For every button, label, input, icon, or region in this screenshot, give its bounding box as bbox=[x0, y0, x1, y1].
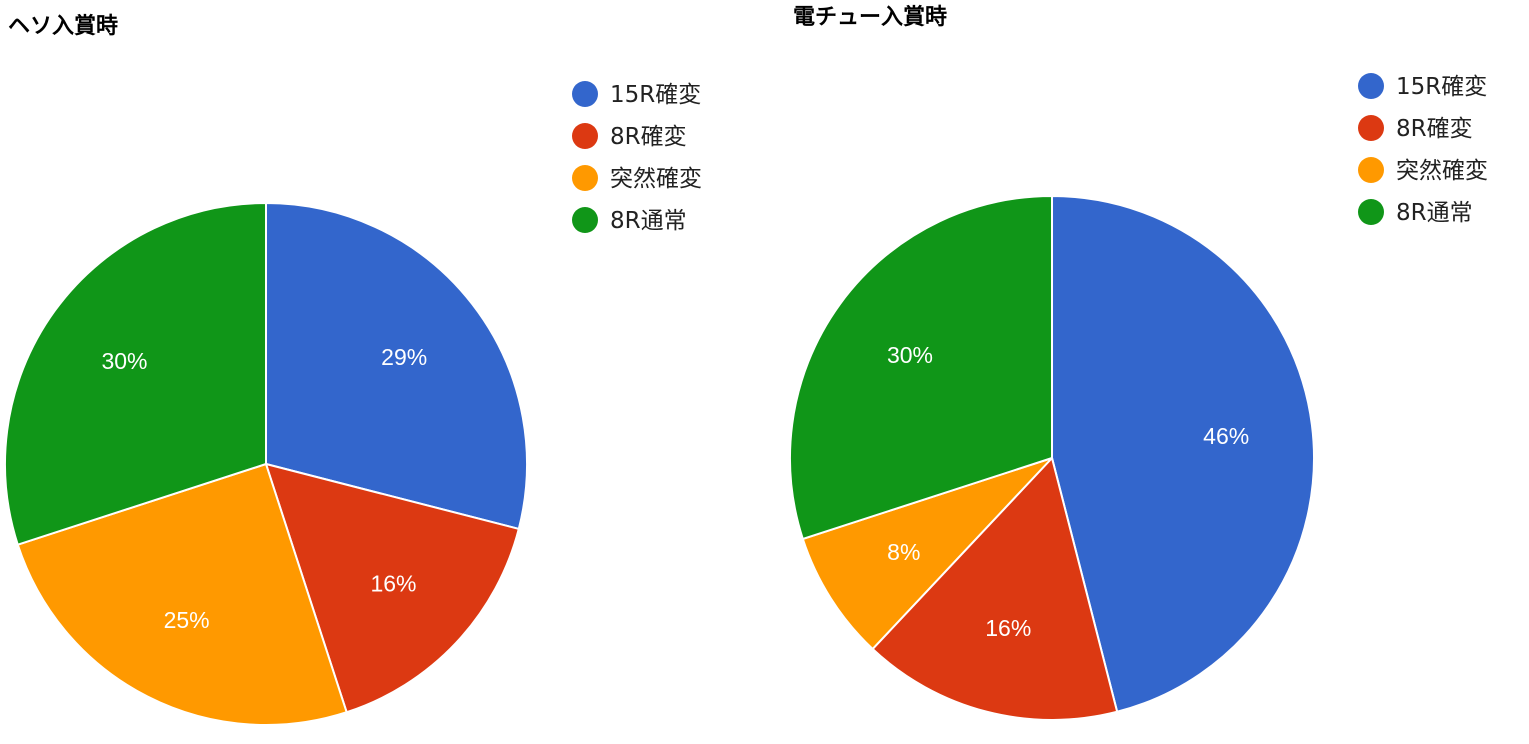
legend-swatch-icon bbox=[572, 207, 598, 233]
legend-swatch-icon bbox=[1358, 157, 1384, 183]
pie-slice bbox=[871, 455, 1119, 722]
pie-slice bbox=[16, 462, 348, 726]
pie-slice-label: 30% bbox=[101, 348, 147, 374]
pie-slice-labels: 29% 16% 25% 30% bbox=[101, 344, 427, 633]
pie-slice-label: 16% bbox=[370, 571, 416, 597]
legend-swatch-icon bbox=[1358, 115, 1384, 141]
pie-slice-label: 46% bbox=[1203, 423, 1249, 449]
pie-slice-label: 8% bbox=[887, 539, 920, 565]
legend-label: 8R確変 bbox=[610, 124, 687, 150]
legend-swatch-icon bbox=[572, 165, 598, 191]
pie-slice bbox=[4, 201, 267, 546]
chart-title: ヘソ入賞時 bbox=[8, 13, 118, 39]
pie-slices bbox=[789, 194, 1316, 722]
legend-label: 15R確変 bbox=[610, 82, 701, 108]
legend-label: 8R通常 bbox=[610, 208, 687, 234]
pie-slice-label: 29% bbox=[381, 344, 427, 370]
legend-swatch-icon bbox=[572, 123, 598, 149]
legend-swatch-icon bbox=[572, 81, 598, 107]
legend-swatch-icon bbox=[1358, 73, 1384, 99]
pie-slice bbox=[264, 462, 521, 714]
pie-slice-label: 16% bbox=[985, 615, 1031, 641]
legend-label: 8R確変 bbox=[1396, 116, 1473, 142]
chart-title: 電チュー入賞時 bbox=[793, 4, 947, 30]
pie-slice-label: 30% bbox=[887, 342, 933, 368]
pie-slice bbox=[1051, 194, 1316, 713]
pie-slice-label: 25% bbox=[164, 607, 210, 633]
pie-slices bbox=[4, 201, 528, 726]
pie-slice-labels: 46% 16% 8% 30% bbox=[887, 342, 1249, 641]
legend-label: 突然確変 bbox=[1396, 158, 1488, 184]
pie-slice bbox=[789, 194, 1053, 541]
legend-swatch-icon bbox=[1358, 199, 1384, 225]
pie-slice bbox=[801, 457, 1053, 651]
legend-label: 突然確変 bbox=[610, 166, 702, 192]
legend-label: 15R確変 bbox=[1396, 74, 1487, 100]
pie-slice bbox=[265, 201, 528, 531]
legend-label: 8R通常 bbox=[1396, 200, 1473, 226]
